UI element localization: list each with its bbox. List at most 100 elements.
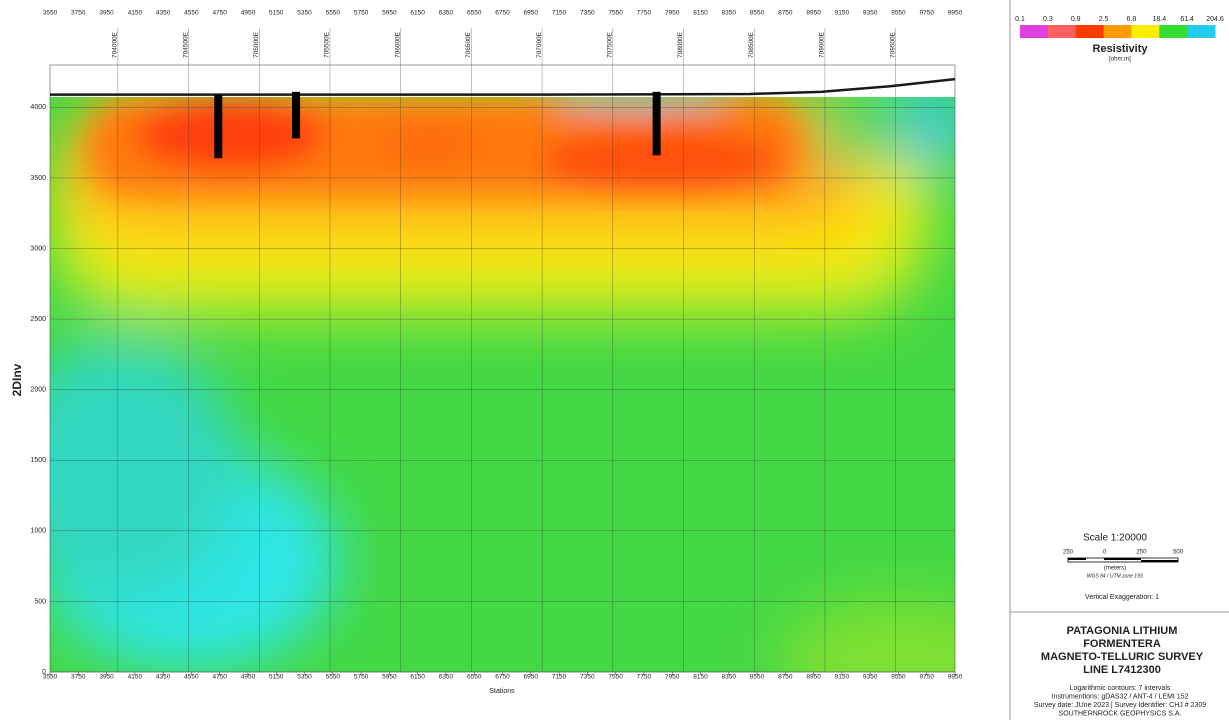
survey-title: FORMENTERA [1083,638,1161,650]
x-tick-label: 4550 [184,674,199,681]
x-tick-label: 7950 [665,674,680,681]
x-tick-label: 3950 [99,674,114,681]
colorbar-tick-label: 61.4 [1180,16,1194,23]
x-tick-label-top: 6750 [495,10,510,17]
x-tick-label: 8350 [722,674,737,681]
easting-label: 706000E [394,31,401,58]
x-tick-label-top: 5150 [269,10,284,17]
plot-frame [49,64,956,673]
x-tick-label: 6550 [467,674,482,681]
easting-label: 707500E [607,31,614,58]
y-tick-label: 2500 [30,316,46,323]
x-tick-label-top: 8550 [750,10,765,17]
survey-note: Logarithmic contours: 7 intervals [1070,685,1171,692]
x-tick-label: 3750 [71,674,86,681]
x-tick-label: 5550 [326,674,341,681]
x-tick-label: 9750 [919,674,934,681]
x-tick-label: 7750 [637,674,652,681]
x-tick-label: 5150 [269,674,284,681]
scale-label: 0 [1103,550,1107,556]
scale-label: 250 [1063,550,1074,556]
colorbar-tick-label: 0.1 [1015,16,1025,23]
easting-label: 707000E [536,31,543,58]
x-tick-label-top: 9950 [948,10,963,17]
survey-title: LINE L7412300 [1083,664,1161,676]
x-tick-label: 8550 [750,674,765,681]
y-tick-label: 2000 [30,387,46,394]
y-tick-label: 0 [42,669,46,676]
x-tick-label-top: 9550 [891,10,906,17]
x-tick-label: 6350 [439,674,454,681]
x-tick-label-top: 7350 [580,10,595,17]
y-tick-label: 1000 [30,528,46,535]
x-tick-label-top: 6550 [467,10,482,17]
y-tick-label: 4000 [30,104,46,111]
x-tick-label-top: 5950 [382,10,397,17]
scale-unit: (meters) [1104,566,1126,572]
colorbar-tick-label: 0.9 [1071,16,1081,23]
colorbar-swatch [1103,25,1132,38]
survey-title: MAGNETO-TELLURIC SURVEY [1041,651,1204,663]
scale-label: 500 [1173,550,1184,556]
y-tick-label: 1500 [30,457,46,464]
x-tick-label-top: 8750 [778,10,793,17]
x-tick-label-top: 9150 [835,10,850,17]
x-tick-label-top: 3550 [43,10,58,17]
colorbar-swatch [1020,25,1049,38]
colorbar-swatch [1187,25,1216,38]
easting-label: 708500E [748,31,755,58]
x-tick-label: 4150 [128,674,143,681]
x-tick-label-top: 4750 [212,10,227,17]
x-tick-label-top: 5350 [297,10,312,17]
borehole [652,91,661,156]
x-tick-label-top: 9350 [863,10,878,17]
x-tick-label-top: 4950 [241,10,256,17]
x-tick-label: 8750 [778,674,793,681]
scale-text: Scale 1:20000 [1083,533,1147,544]
survey-note: SOUTHERNROCK GEOPHYSICS S.A. [1059,710,1182,717]
resistivity-field [50,65,955,672]
y-tick-label: 3000 [30,245,46,252]
x-tick-label-top: 8150 [693,10,708,17]
x-tick-label-top: 7150 [552,10,567,17]
exaggeration: Vertical Exaggeration: 1 [1085,594,1159,601]
x-axis-label: Stations [489,688,515,695]
colorbar-swatch [1047,25,1077,38]
y-tick-label: 3500 [30,175,46,182]
x-tick-label-top: 6950 [524,10,539,17]
scale-label: 250 [1136,550,1147,556]
x-tick-label-top: 7750 [637,10,652,17]
x-tick-label-top: 4350 [156,10,171,17]
x-tick-label-top: 6150 [410,10,425,17]
x-tick-label: 9150 [835,674,850,681]
topography [50,77,956,96]
colorbar-tick-label: 0.3 [1043,16,1053,23]
x-tick-label: 7150 [552,674,567,681]
x-tick-label: 7550 [608,674,623,681]
easting-label: 705500E [324,31,331,58]
colorbar-tick-label: 204.6 [1206,16,1224,23]
colorbar-unit: [ohm.m] [1109,57,1131,63]
survey-note: Survey date: JUne 2023 | Survey Identifi… [1034,702,1206,709]
x-tick-label-top: 9750 [919,10,934,17]
easting-label: 708000E [677,31,684,58]
y-axis-label: 2DInv [10,363,24,396]
x-tick-label: 3550 [43,674,58,681]
x-tick-label-top: 3950 [99,10,114,17]
x-tick-label-top: 4550 [184,10,199,17]
x-tick-label-top: 7950 [665,10,680,17]
borehole [292,91,301,139]
y-tick-label: 500 [34,598,46,605]
x-tick-label-top: 7550 [608,10,623,17]
x-tick-label: 4350 [156,674,171,681]
x-tick-label: 5950 [382,674,397,681]
x-tick-label-top: 4150 [128,10,143,17]
x-tick-label: 5350 [297,674,312,681]
colorbar-swatch [1131,25,1160,38]
x-tick-label: 4950 [241,674,256,681]
borehole [214,94,223,159]
x-tick-label: 6950 [524,674,539,681]
x-tick-label: 7350 [580,674,595,681]
colorbar-swatch [1075,25,1105,38]
